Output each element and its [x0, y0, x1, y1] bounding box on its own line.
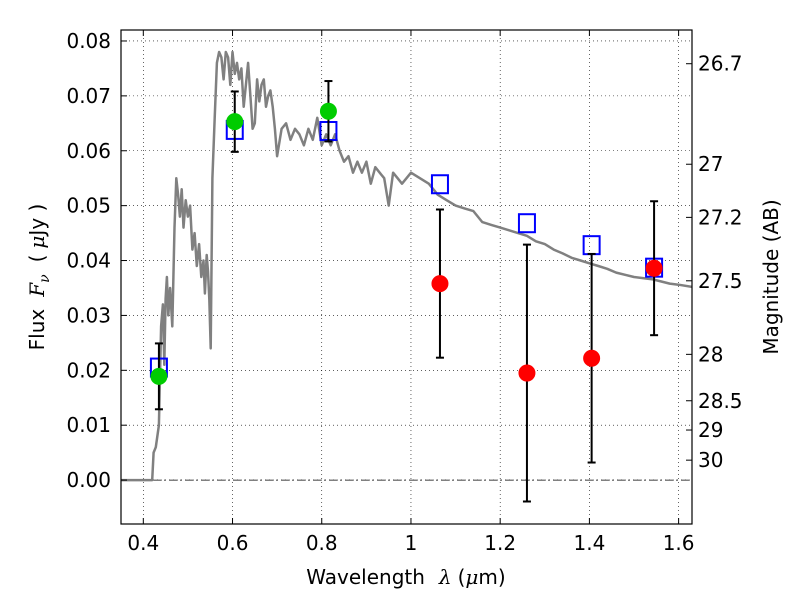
plot-border: [120, 29, 693, 525]
mag-tick-label: 27: [698, 152, 723, 176]
y-tick-label: 0.07: [66, 84, 111, 108]
axes-frame: [120, 29, 693, 525]
detection-point: [226, 113, 244, 131]
x-tick-label: 1.6: [663, 531, 695, 555]
red-data-point: [645, 259, 663, 277]
mag-tick-label: 26.7: [698, 52, 743, 76]
y-tick-label: 0.02: [66, 358, 111, 382]
mag-tick-label: 28: [698, 342, 723, 366]
spectrum-line: [121, 50, 692, 482]
y-tick-label: 0.04: [66, 249, 111, 273]
grid: [121, 30, 692, 524]
mag-tick-label: 27.2: [698, 205, 743, 229]
x-tick-label: 0.8: [306, 531, 338, 555]
red-data-point: [518, 364, 536, 382]
y2-axis-label: Magnitude (AB): [759, 199, 783, 354]
mag-tick-label: 28.5: [698, 389, 743, 413]
mag-tick-label: 29: [698, 418, 723, 442]
x-tick-label: 1: [405, 531, 418, 555]
y-tick-label: 0.06: [66, 139, 111, 163]
model-square-point: [517, 213, 536, 234]
y-tick-label: 0.08: [66, 29, 111, 53]
x-tick-label: 0.4: [127, 531, 159, 555]
x-tick-label: 1.2: [484, 531, 516, 555]
x-tick-label: 0.6: [217, 531, 249, 555]
y-tick-label: 0.03: [66, 303, 111, 327]
mag-tick-label: 27.5: [698, 269, 743, 293]
detection-point: [319, 102, 337, 120]
x-tick-label: 1.4: [573, 531, 605, 555]
model-square-point: [430, 174, 449, 195]
y-tick-label: 0.00: [66, 468, 111, 492]
tick-labels: 0.4 0.6 0.8 1 1.2 1.4 1.6 0.00 0.01 0.02 0.03 0.04 0…: [66, 29, 742, 555]
y-tick-label: 0.05: [66, 194, 111, 218]
red-data-point: [583, 349, 601, 367]
mag-tick-label: 30: [698, 448, 723, 472]
detection-point: [150, 367, 168, 385]
y-axis-label: FluxFν(μJy ): [25, 204, 53, 351]
plot-area: [121, 50, 692, 503]
x-axis-label: Wavelength λ (μm): [306, 565, 505, 589]
red-data-point: [431, 275, 449, 293]
y-tick-label: 0.01: [66, 413, 111, 437]
